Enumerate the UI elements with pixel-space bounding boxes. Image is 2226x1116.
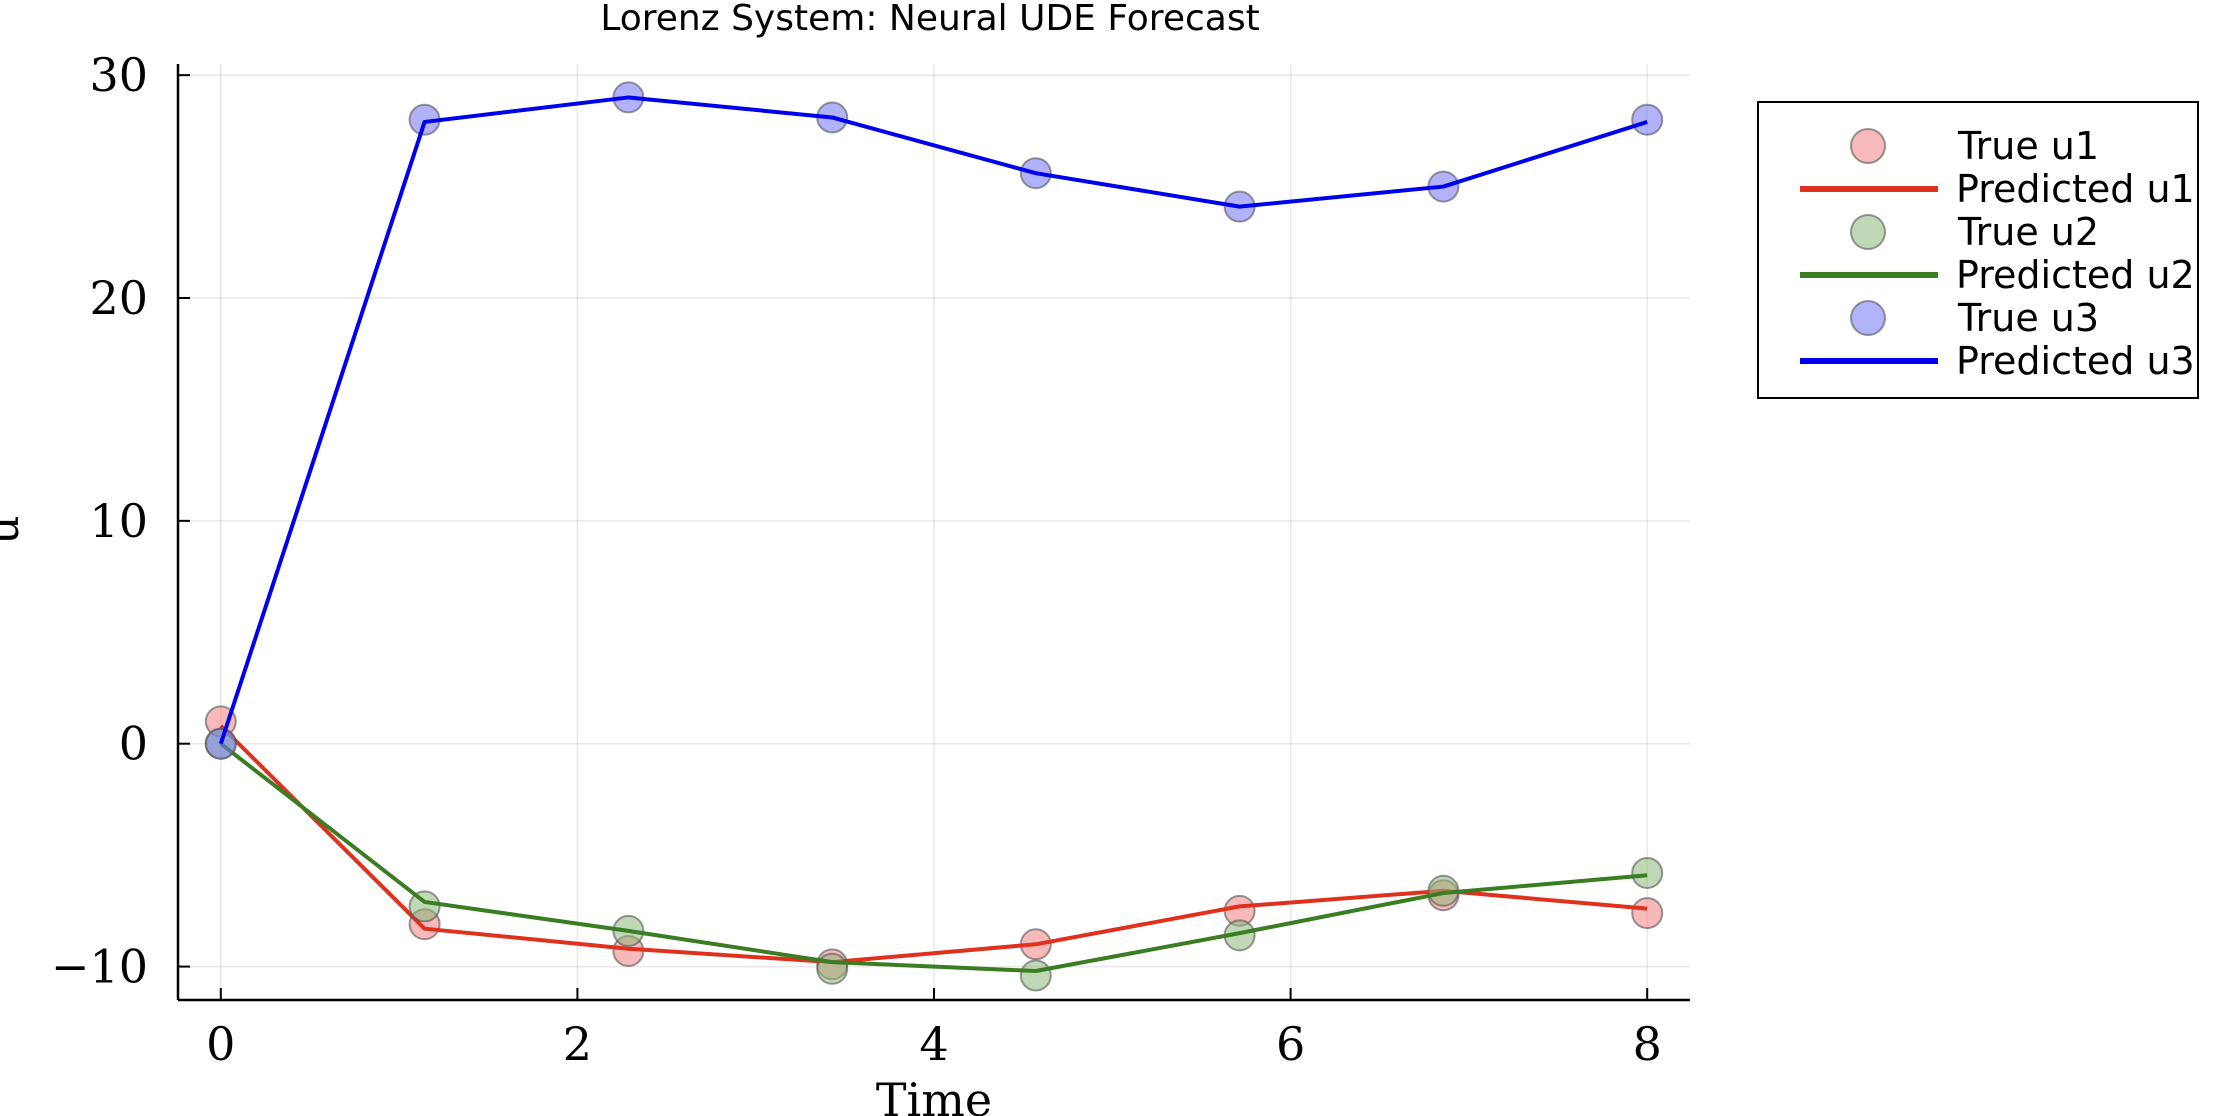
legend-true-u3-marker <box>1850 300 1886 336</box>
x-tick-label: 6 <box>1276 1017 1305 1071</box>
legend-true-u3-label: True u3 <box>1957 296 2099 340</box>
series-u3 <box>204 81 1664 760</box>
x-axis-label: Time <box>876 1073 992 1116</box>
y-tick-label: −10 <box>51 940 148 994</box>
true-u3-point <box>1631 103 1664 136</box>
true-u1-point <box>1631 897 1664 930</box>
true-u2-point <box>408 890 441 923</box>
predicted-u2-line <box>219 742 1648 974</box>
series-layer <box>204 81 1664 992</box>
y-tick-label: 0 <box>119 717 148 771</box>
legend-true-u2-label: True u2 <box>1957 210 2099 254</box>
grid <box>178 64 1690 1000</box>
legend-predicted-u1-label: Predicted u1 <box>1956 167 2195 211</box>
chart-title: Lorenz System: Neural UDE Forecast <box>600 0 1259 39</box>
series-u2 <box>204 727 1664 992</box>
y-axis-ticks: −10 0 10 20 30 <box>51 48 190 994</box>
true-u2-point <box>816 952 849 985</box>
legend-predicted-u2-label: Predicted u2 <box>1956 253 2195 297</box>
x-axis-ticks: 0 2 4 6 8 <box>206 988 1662 1071</box>
legend-predicted-u3-label: Predicted u3 <box>1956 339 2195 383</box>
predicted-u1-line <box>219 724 1648 965</box>
legend-true-u2-marker <box>1850 214 1886 250</box>
y-tick-label: 10 <box>89 494 148 548</box>
legend-true-u1-label: True u1 <box>1957 124 2099 168</box>
predicted-u3-line <box>218 95 1648 745</box>
legend-true-u1-marker <box>1850 128 1886 164</box>
legend-box <box>1757 101 2199 399</box>
y-axis-label: u <box>0 515 29 545</box>
true-u2-point <box>1631 856 1664 889</box>
x-tick-label: 8 <box>1633 1017 1662 1071</box>
x-tick-label: 2 <box>563 1017 592 1071</box>
x-tick-label: 0 <box>206 1017 235 1071</box>
true-u2-point <box>1019 959 1052 992</box>
y-tick-label: 30 <box>89 48 148 102</box>
x-tick-label: 4 <box>919 1017 948 1071</box>
y-tick-label: 20 <box>89 271 148 325</box>
